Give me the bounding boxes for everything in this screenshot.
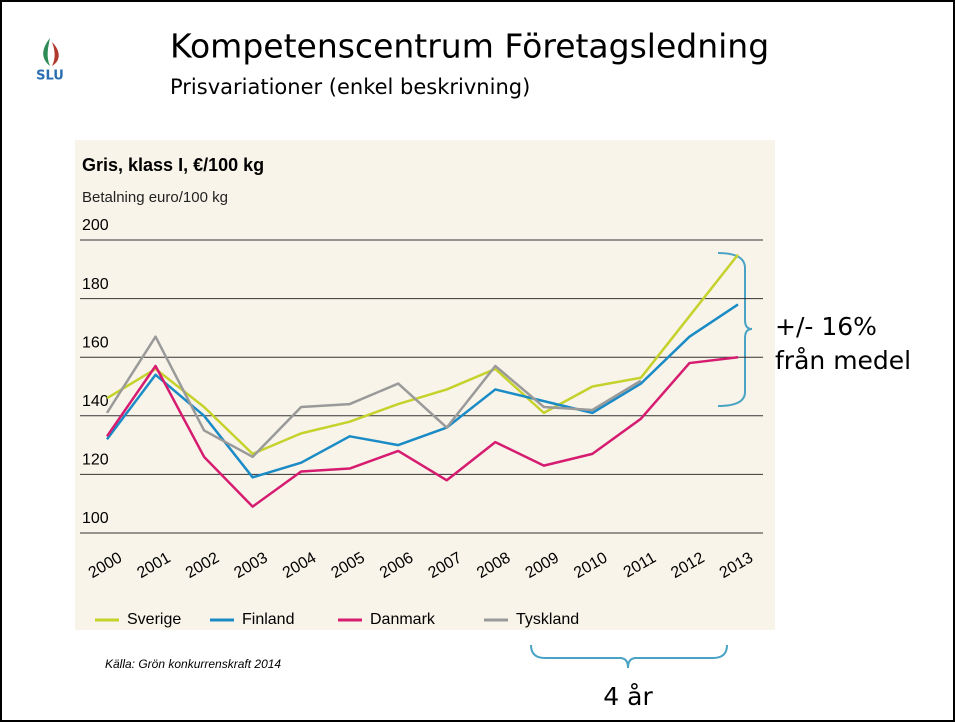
series-line (105, 335, 642, 459)
chart-title: Gris, klass I, €/100 kg (82, 155, 264, 175)
y-tick-label: 180 (82, 276, 109, 293)
source: Källa: Grön konkurrenskraft 2014 (105, 657, 281, 671)
period-bracket (530, 644, 728, 669)
logo-leaf (43, 38, 50, 66)
y-tick-label: 140 (82, 393, 109, 410)
legend-label: Tyskland (516, 611, 579, 628)
range-bracket (717, 252, 753, 407)
legend-label: Danmark (370, 611, 436, 628)
series-line (105, 355, 739, 508)
y-tick-label: 160 (82, 334, 109, 351)
legend-label: Finland (242, 611, 294, 628)
logo: SLU (36, 38, 64, 84)
annotation: +/- 16% (775, 312, 877, 341)
annotation: från medel (775, 346, 911, 375)
series-line (106, 303, 739, 479)
y-tick-label: 120 (82, 452, 109, 469)
logo-text: SLU (36, 69, 64, 84)
y-tick-label: 100 (82, 510, 109, 527)
annotation: 4 år (603, 682, 653, 711)
legend-label: Sverige (127, 611, 181, 628)
slide-subtitle: Prisvariationer (enkel beskrivning) (170, 75, 530, 99)
slide-title: Kompetenscentrum Företagsledning (170, 27, 769, 66)
y-axis-label: Betalning euro/100 kg (82, 189, 228, 206)
series-line (106, 253, 739, 456)
y-tick-label: 200 (82, 217, 109, 234)
logo-leaf (52, 42, 59, 66)
chart-panel (75, 140, 775, 630)
